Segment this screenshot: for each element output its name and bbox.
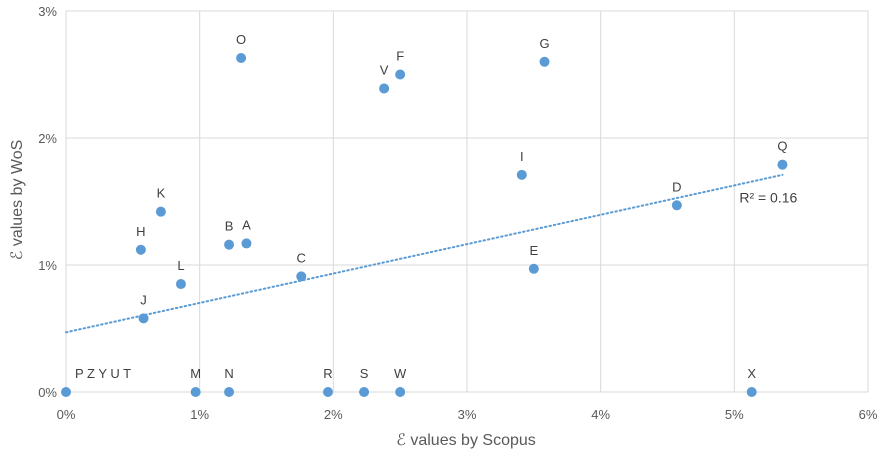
data-point (539, 56, 550, 67)
grid (65, 10, 869, 393)
x-tick-label: 5% (725, 407, 744, 422)
x-tick-label: 6% (859, 407, 878, 422)
point-label: C (297, 250, 306, 265)
point-label: K (157, 186, 166, 201)
data-point (777, 159, 788, 170)
data-point (138, 313, 149, 324)
x-tick-label: 4% (591, 407, 610, 422)
data-point (296, 271, 307, 282)
point-label: H (136, 224, 145, 239)
point-label: J (140, 292, 147, 307)
x-tick-label: 2% (324, 407, 343, 422)
data-point (671, 200, 682, 211)
x-tick-label: 3% (458, 407, 477, 422)
tick-labels: 0% 1% 2% 3% 4% 5% 6% 0% 1% 2% 3% (38, 4, 878, 422)
point-label: W (394, 366, 407, 381)
data-point (236, 52, 247, 63)
trendline (65, 173, 784, 334)
point-label: O (236, 32, 246, 47)
point-label: I (520, 149, 524, 164)
point-label: P Z Y U T (75, 366, 131, 381)
point-labels: O VF G Q I D K H B A C E L J M N R S W X P Z Y U T (75, 32, 788, 381)
data-point (224, 387, 235, 397)
y-tick-label: 1% (38, 258, 57, 273)
data-point (241, 238, 252, 249)
point-label: G (539, 36, 549, 51)
point-label: V (380, 62, 389, 77)
data-point (175, 279, 186, 290)
y-tick-label: 2% (38, 131, 57, 146)
point-label: L (177, 258, 184, 273)
point-label: X (747, 366, 756, 381)
data-point (322, 387, 333, 397)
y-tick-label: 0% (38, 385, 57, 400)
data-point (379, 83, 390, 94)
x-axis-title: ℰ values by Scopus (396, 432, 536, 449)
x-tick-label: 1% (190, 407, 209, 422)
data-point (359, 387, 370, 397)
point-label: R (323, 366, 332, 381)
point-label: F (396, 49, 404, 64)
point-label: E (529, 243, 538, 258)
data-point (516, 169, 527, 180)
point-label: Q (777, 139, 787, 154)
point-label: S (360, 366, 369, 381)
point-label: A (242, 217, 251, 232)
point-label: B (225, 219, 234, 234)
data-point (135, 244, 146, 255)
trendline-group (65, 173, 784, 334)
data-point (61, 387, 71, 397)
r-squared-label: R² = 0.16 (739, 190, 797, 206)
point-label: D (672, 179, 681, 194)
point-label: N (224, 366, 233, 381)
data-points (61, 52, 788, 397)
data-point (528, 263, 539, 274)
y-axis-title: ℰ values by WoS (9, 140, 26, 261)
point-label: M (190, 366, 201, 381)
data-point (395, 387, 406, 397)
data-point (224, 239, 235, 250)
data-point (190, 387, 201, 397)
data-point (155, 206, 166, 217)
y-tick-label: 3% (38, 4, 57, 19)
data-point (395, 69, 406, 80)
data-point (746, 387, 757, 397)
x-tick-label: 0% (57, 407, 76, 422)
